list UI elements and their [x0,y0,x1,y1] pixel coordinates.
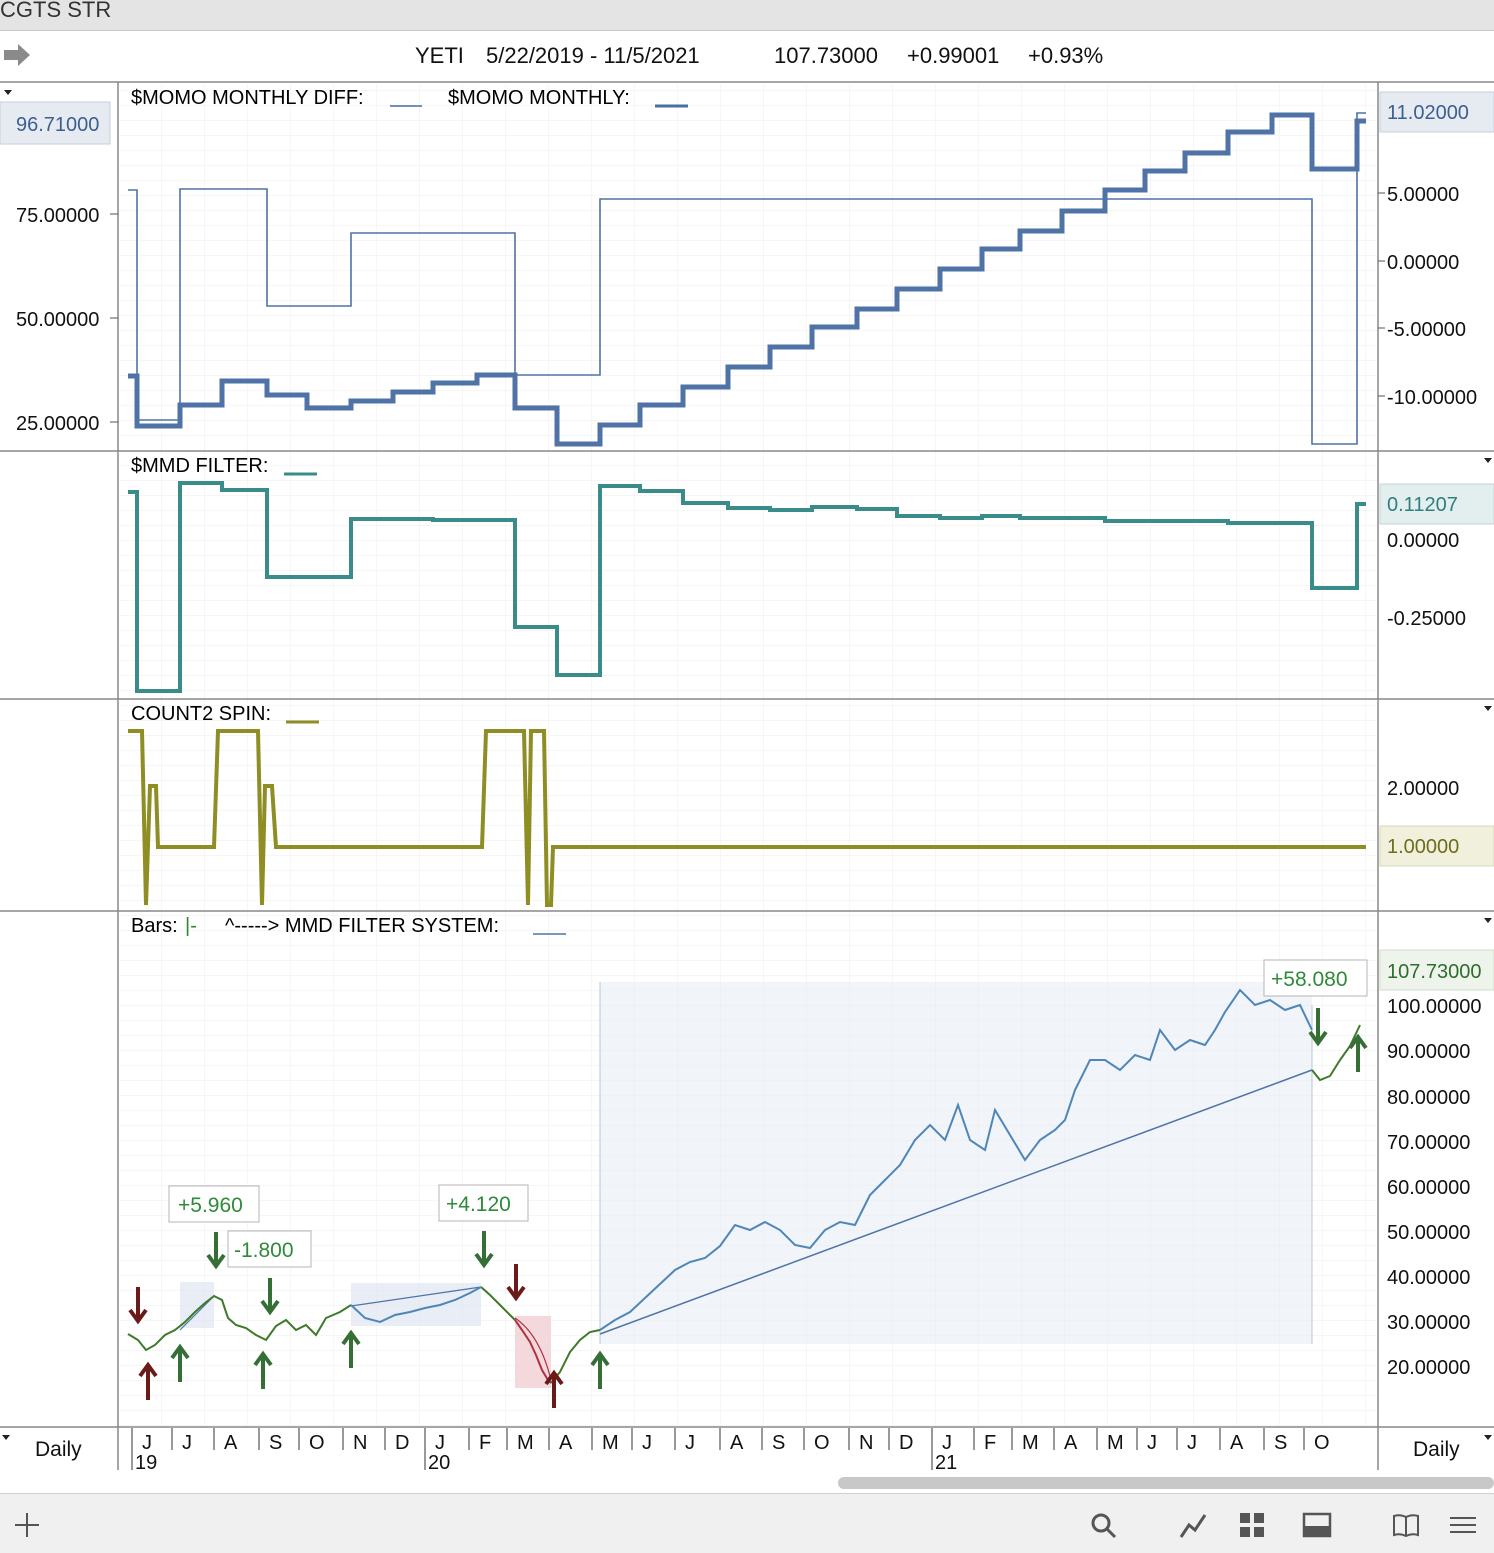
draw-line-icon[interactable] [1178,1510,1208,1540]
right-tick: -0.25000 [1387,608,1466,630]
mmd-current: 0.11207 [1387,494,1458,516]
pane-menu-icon[interactable] [1484,918,1492,923]
right-tick: 20.00000 [1387,1357,1470,1379]
periodicity-menu-icon[interactable] [2,1435,10,1440]
month-label: O [1314,1432,1330,1454]
grid-layout-icon[interactable] [1237,1510,1267,1540]
month-label: D [395,1432,409,1454]
date-range: 5/22/2019 - 11/5/2021 [486,43,700,68]
system-title: ^-----> MMD FILTER SYSTEM: [225,915,499,937]
right-tick: 2.00000 [1387,778,1459,800]
month-label: A [224,1432,238,1454]
month-label: S [269,1432,282,1454]
month-label: A [730,1432,744,1454]
price-change: +0.99001 [907,43,1000,68]
periodicity-left[interactable]: Daily [35,1438,82,1461]
chart-header: YETI 5/22/2019 - 11/5/2021 107.73000 +0.… [0,31,1494,81]
momo-diff-current: 96.71000 [16,114,99,136]
month-label: J [685,1432,695,1454]
right-tick: 70.00000 [1387,1132,1470,1154]
month-label: J [1147,1432,1157,1454]
month-label: O [814,1432,830,1454]
momo-pane[interactable] [118,84,1378,450]
month-label: N [859,1432,873,1454]
momo-current: 11.02000 [1387,102,1469,124]
month-label: A [1230,1432,1244,1454]
bars-title: Bars: [131,915,178,937]
window-title: CGTS STR [0,0,112,22]
right-tick: 0.00000 [1387,530,1459,552]
left-tick: 25.00000 [16,413,99,435]
month-label: M [602,1432,619,1454]
panel-layout-icon[interactable] [1302,1510,1332,1540]
month-label: D [899,1432,913,1454]
pane-menu-icon[interactable] [1484,706,1492,711]
month-label: A [1064,1432,1078,1454]
right-tick: 80.00000 [1387,1087,1470,1109]
left-tick: 50.00000 [16,309,99,331]
right-tick: 60.00000 [1387,1177,1470,1199]
trade-label: +58.080 [1271,968,1348,991]
year-label: 21 [935,1452,957,1474]
right-tick: 40.00000 [1387,1267,1470,1289]
bottom-toolbar [0,1493,1494,1553]
right-tick: 5.00000 [1387,184,1459,206]
trade-label: -1.800 [234,1239,294,1262]
search-icon[interactable] [1088,1510,1118,1540]
left-tick: 75.00000 [16,205,99,227]
price-change-pct: +0.93% [1028,43,1104,68]
trade-label: +5.960 [178,1194,243,1217]
month-label: F [479,1432,491,1454]
last-price: 107.73000 [774,43,878,68]
month-label: M [517,1432,534,1454]
month-label: J [142,1432,152,1454]
month-label: J [435,1432,445,1454]
count2-current: 1.00000 [1387,836,1459,858]
momo-diff-title: $MOMO MONTHLY DIFF: [131,87,364,109]
menu-icon[interactable] [1448,1510,1478,1540]
month-label: F [984,1432,996,1454]
month-label: J [1187,1432,1197,1454]
right-tick: 0.00000 [1387,252,1459,274]
arrow-right-icon[interactable] [2,41,32,69]
month-label: M [1107,1432,1124,1454]
month-label: O [309,1432,325,1454]
month-label: J [182,1432,192,1454]
price-current: 107.73000 [1387,961,1482,983]
month-label: S [1274,1432,1287,1454]
month-label: A [559,1432,573,1454]
time-scrollbar[interactable] [838,1477,1494,1489]
year-label: 20 [428,1452,450,1474]
book-icon[interactable] [1391,1510,1421,1540]
bars-style: |- [185,915,197,937]
periodicity-menu-icon[interactable] [1484,1435,1492,1440]
month-label: N [353,1432,367,1454]
right-tick: 90.00000 [1387,1041,1470,1063]
count2-pane[interactable] [118,700,1378,910]
year-label: 19 [135,1452,157,1474]
pane-menu-icon[interactable] [4,90,12,95]
time-axis[interactable]: J J A S O N D J F M A M J J A S O N D J F M A M J J A S O 19 20 21 [131,1428,1330,1474]
right-tick: 30.00000 [1387,1312,1470,1334]
right-tick: -5.00000 [1387,319,1466,341]
month-label: S [772,1432,785,1454]
pane-menu-icon[interactable] [1484,458,1492,463]
month-label: J [642,1432,652,1454]
add-icon[interactable] [12,1510,42,1540]
chart-area[interactable]: $MOMO MONTHLY DIFF: $MOMO MONTHLY: 96.71… [0,81,1494,1493]
month-label: M [1022,1432,1039,1454]
trade-label: +4.120 [446,1193,511,1216]
window-titlebar: CGTS STR [0,0,1494,31]
symbol: YETI [415,43,464,68]
count2-title: COUNT2 SPIN: [131,703,271,725]
right-tick: 100.00000 [1387,996,1482,1018]
right-tick: 50.00000 [1387,1222,1470,1244]
periodicity-right[interactable]: Daily [1413,1438,1460,1461]
month-label: J [942,1432,952,1454]
right-tick: -10.00000 [1387,387,1477,409]
momo-title: $MOMO MONTHLY: [448,87,630,109]
mmd-title: $MMD FILTER: [131,455,268,477]
